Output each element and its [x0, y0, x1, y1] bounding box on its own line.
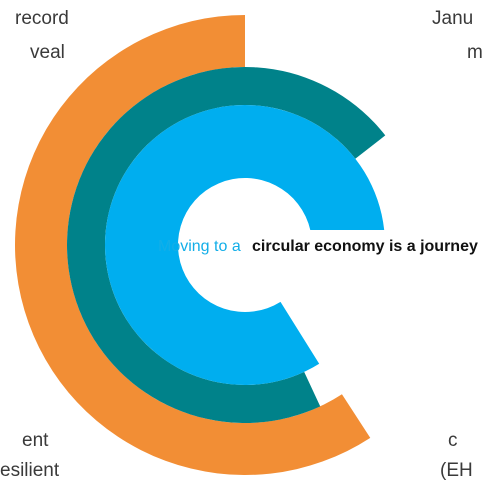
- corner-text: (EH: [440, 460, 473, 481]
- ring-arc: [14, 15, 371, 475]
- corner-text: record: [15, 8, 69, 29]
- ring-arc: [104, 105, 385, 386]
- corner-text: ent: [22, 430, 49, 451]
- corner-text: veal: [30, 42, 65, 63]
- corner-text: c: [448, 430, 458, 451]
- corner-text: m: [467, 42, 483, 63]
- center-emphasis: circular economy is a journey: [252, 238, 478, 255]
- corner-text: esilient: [0, 460, 60, 481]
- corner-text: Janu: [432, 8, 473, 29]
- text-backdrop: [247, 230, 491, 260]
- center-lead: Moving to a: [158, 238, 241, 255]
- rings: [14, 15, 386, 475]
